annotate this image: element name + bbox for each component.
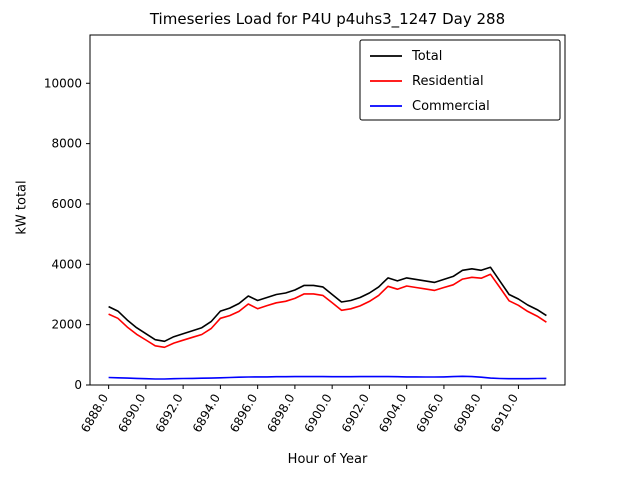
x-tick-label: 6896.0 xyxy=(227,392,260,435)
y-tick-label: 2000 xyxy=(51,318,82,332)
legend-label-total: Total xyxy=(411,49,442,64)
x-tick-label: 6900.0 xyxy=(302,392,335,435)
x-tick-label: 6906.0 xyxy=(413,392,446,435)
y-tick-label: 10000 xyxy=(44,76,82,90)
x-axis-label: Hour of Year xyxy=(287,452,368,467)
legend-label-commercial: Commercial xyxy=(412,99,490,114)
x-tick-label: 6904.0 xyxy=(376,392,409,435)
x-tick-label: 6908.0 xyxy=(451,392,484,435)
axes-frame xyxy=(89,34,566,386)
y-tick-label: 4000 xyxy=(51,257,82,271)
x-tick-label: 6890.0 xyxy=(115,392,148,435)
series-line-total xyxy=(108,266,547,343)
legend-label-residential: Residential xyxy=(412,74,484,89)
x-tick-label: 6898.0 xyxy=(264,392,297,435)
series-line-commercial xyxy=(108,375,547,380)
x-tick-label: 6892.0 xyxy=(153,392,186,435)
chart-title: Timeseries Load for P4U p4uhs3_1247 Day … xyxy=(149,10,506,28)
x-tick-label: 6910.0 xyxy=(488,392,521,435)
y-tick-label: 6000 xyxy=(51,197,82,211)
y-tick-label: 0 xyxy=(74,378,82,392)
series-line-residential xyxy=(108,273,547,349)
x-tick-label: 6902.0 xyxy=(339,392,372,435)
x-tick-label: 6888.0 xyxy=(78,392,111,435)
x-tick-label: 6894.0 xyxy=(190,392,223,435)
y-tick-label: 8000 xyxy=(51,137,82,151)
legend-box xyxy=(359,39,561,121)
